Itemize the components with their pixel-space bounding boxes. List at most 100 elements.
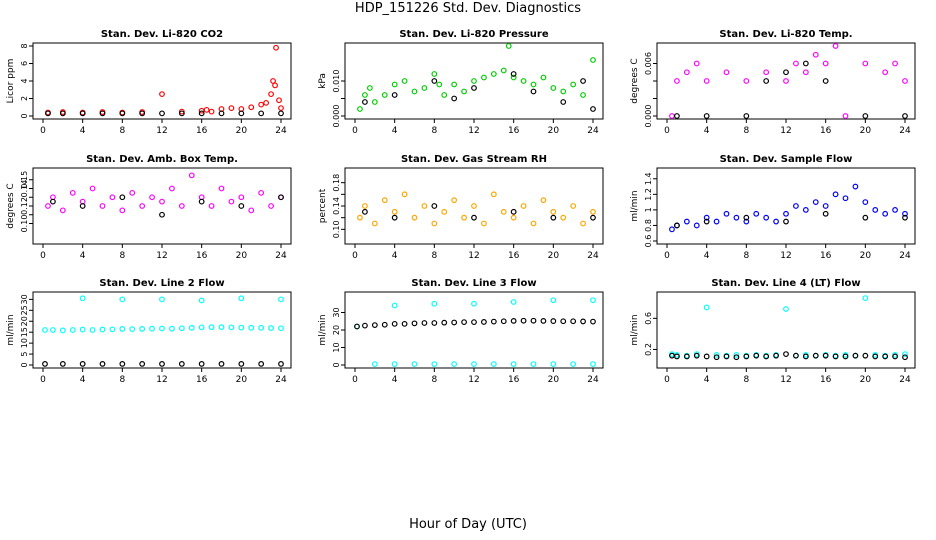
data-point [451,81,458,88]
panel-2: Stan. Dev. Li-820 Pressure 0 4 8 12 16 20 24 0.0… [318,29,604,136]
y-tick-label: 2 [20,96,29,101]
x-tick-label: 12 [468,375,479,385]
plot-frame [656,42,916,120]
y-tick-label: 15 [20,327,29,337]
y-tick-label: 1 [644,207,653,212]
y-tick-label: 25 [20,305,29,315]
data-point [902,113,908,119]
panel-title: Stan. Dev. Sample Flow [720,154,853,165]
data-point [505,43,512,49]
data-point [530,361,537,368]
y-tick-label: 1.2 [644,188,653,201]
data-point [703,214,710,221]
data-point [471,319,477,326]
data-point [69,327,76,333]
data-point [713,354,720,361]
series-2 [362,203,596,221]
y-axis-label: degrees C [6,183,16,228]
y-tick-label: 0.8 [644,219,653,232]
data-point [902,354,908,361]
data-point [471,300,477,307]
data-point [411,361,418,368]
panel-6: Stan. Dev. Sample Flow 0 4 8 12 16 20 24 0.6 0.8 1… [630,154,916,261]
x-tick-label: 16 [820,375,832,385]
data-point [580,78,586,84]
data-point [683,69,690,76]
x-tick-label: 8 [431,375,437,385]
data-point [802,353,809,360]
data-point [832,191,839,198]
y-tick-label: 30 [332,307,341,317]
data-point [99,110,106,117]
data-point [510,299,517,305]
series-2 [42,361,284,367]
data-point [278,361,284,367]
data-point [381,92,388,98]
x-tick-label: 20 [548,251,560,261]
data-point [510,318,517,324]
series-1 [357,191,596,227]
data-point [362,99,368,105]
y-axis-label: Licor ppm [6,59,16,104]
data-point [902,78,908,84]
panel-title: Stan. Dev. Li-820 Pressure [399,29,549,40]
page-title: HDP_151226 Std. Dev. Diagnostics [354,1,582,16]
x-tick-label: 4 [704,251,710,261]
x-tick-label: 16 [508,251,520,261]
data-point [852,183,859,190]
data-point [461,88,467,95]
data-point [441,319,448,326]
data-point [228,105,235,112]
panel-title: Stan. Dev. Gas Stream RH [401,154,547,165]
y-tick-label: 4 [20,78,29,83]
x-tick-label: 24 [587,126,599,136]
data-point [159,91,165,98]
data-point [902,210,908,217]
y-tick-label: 0.14 [332,197,341,215]
panel-title: Stan. Dev. Li-820 CO2 [101,29,223,40]
data-point [198,324,205,331]
data-point [119,326,126,332]
data-point [674,113,680,119]
data-point [89,185,96,192]
data-point [530,317,537,324]
data-point [510,74,517,81]
data-point [530,88,537,95]
data-point [371,361,378,368]
data-point [703,304,710,311]
x-tick-label: 0 [664,126,670,136]
data-point [119,110,126,117]
y-tick-label: 0 [20,362,29,367]
data-point [892,60,898,67]
plot-frame [344,167,604,245]
data-point [674,353,680,360]
panel-5: Stan. Dev. Gas Stream RH 0 4 8 12 16 20 24 0.10 0… [318,154,604,261]
data-point [59,361,66,367]
data-point [362,208,368,215]
data-point [703,113,710,119]
data-point [580,92,586,98]
y-tick-label: 0 [332,362,341,367]
data-point [50,198,56,205]
data-point [510,361,517,368]
data-point [580,318,586,325]
data-point [69,189,76,196]
data-point [159,198,165,205]
data-point [401,78,408,84]
y-tick-label: 0.000 [332,105,341,128]
data-point [590,297,596,304]
data-point [773,352,779,359]
y-tick-label: 0.6 [644,235,653,248]
data-point [812,199,819,206]
data-point [783,351,789,358]
data-point [812,352,819,359]
data-point [79,295,86,302]
data-point [178,110,185,117]
y-tick-label: 30 [20,294,29,304]
y-tick-label: 20 [332,325,341,335]
data-point [783,78,789,84]
data-point [159,110,165,117]
data-point [431,361,438,368]
x-tick-label: 0 [664,251,670,261]
data-point [272,82,278,89]
